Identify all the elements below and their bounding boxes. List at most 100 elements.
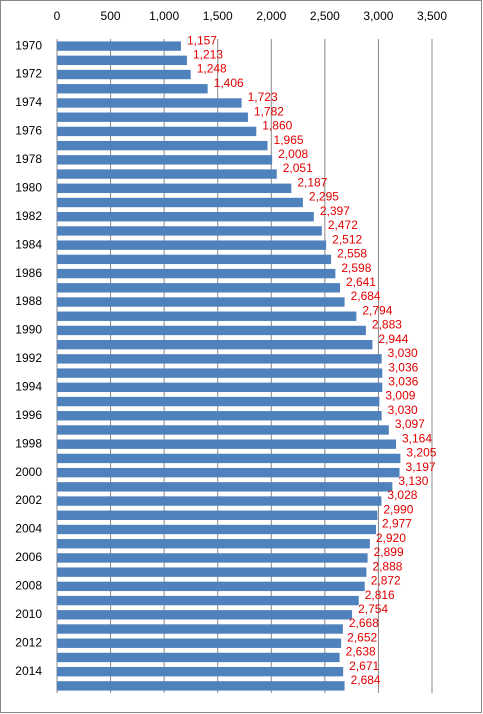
y-tick-label: 2010 <box>15 607 42 621</box>
bar <box>57 325 366 336</box>
bar <box>57 55 187 66</box>
bar <box>57 411 382 421</box>
bar <box>57 197 303 208</box>
value-label: 2,668 <box>349 616 379 630</box>
bar <box>57 652 340 663</box>
bar <box>57 496 382 506</box>
value-label: 2,794 <box>362 303 392 317</box>
value-label: 2,641 <box>346 275 376 289</box>
bar <box>57 354 382 364</box>
y-tick-label: 1994 <box>15 379 42 393</box>
bar <box>57 524 376 535</box>
y-tick-label: 1990 <box>15 323 42 337</box>
bar <box>57 567 367 577</box>
bar <box>57 666 344 677</box>
x-tick-label: 2,500 <box>310 9 340 23</box>
value-label: 2,754 <box>358 602 388 616</box>
value-label: 2,990 <box>383 502 413 516</box>
bar <box>57 155 273 165</box>
value-label: 1,157 <box>187 33 217 47</box>
y-tick-label: 1982 <box>15 209 42 223</box>
bar <box>57 368 383 378</box>
value-label: 3,030 <box>388 403 418 417</box>
bar <box>57 581 365 592</box>
bar <box>57 510 378 520</box>
value-label: 1,248 <box>197 62 227 76</box>
y-tick-label: 1984 <box>15 237 42 251</box>
value-label: 2,816 <box>365 588 395 602</box>
bar <box>57 339 373 350</box>
bar <box>57 624 343 634</box>
y-tick-label: 1978 <box>15 152 42 166</box>
y-tick-label: 1998 <box>15 436 42 450</box>
value-label: 3,130 <box>398 474 428 488</box>
value-label: 1,782 <box>254 104 284 118</box>
value-label: 3,030 <box>388 346 418 360</box>
value-label: 1,406 <box>214 76 244 90</box>
value-label: 2,684 <box>351 673 381 687</box>
y-tick-label: 2004 <box>15 522 42 536</box>
x-tick-label: 3,000 <box>363 9 393 23</box>
x-tick-label: 2,000 <box>256 9 286 23</box>
value-label: 2,888 <box>372 559 402 573</box>
value-label: 3,009 <box>385 389 415 403</box>
bar <box>57 297 345 307</box>
bar <box>57 84 208 94</box>
bar <box>57 382 383 393</box>
bar <box>57 254 332 265</box>
x-tick-label: 1,500 <box>203 9 233 23</box>
y-tick-label: 1992 <box>15 351 42 365</box>
y-tick-label: 1996 <box>15 408 42 422</box>
bar <box>57 610 353 620</box>
bar <box>57 425 389 435</box>
value-label: 2,872 <box>371 574 401 588</box>
value-label: 1,213 <box>193 47 223 61</box>
value-label: 2,008 <box>278 147 308 161</box>
value-label: 2,051 <box>283 161 313 175</box>
y-tick-label: 1980 <box>15 180 42 194</box>
value-label: 2,598 <box>341 261 371 275</box>
value-label: 2,671 <box>349 659 379 673</box>
x-tick-label: 500 <box>101 9 121 23</box>
value-label: 2,558 <box>337 247 367 261</box>
value-label: 2,397 <box>320 204 350 218</box>
bar <box>57 268 336 279</box>
y-tick-label: 2006 <box>15 550 42 564</box>
bar <box>57 283 340 293</box>
value-label: 1,965 <box>274 133 304 147</box>
bar <box>57 453 401 464</box>
value-label: 2,684 <box>351 289 381 303</box>
bar <box>57 681 345 691</box>
value-label: 3,164 <box>402 431 432 445</box>
y-tick-label: 1986 <box>15 266 42 280</box>
bar <box>57 69 191 80</box>
bar <box>57 240 327 250</box>
value-label: 2,512 <box>332 232 362 246</box>
y-tick-label: 1972 <box>15 67 42 81</box>
y-tick-label: 2000 <box>15 465 42 479</box>
value-label: 2,899 <box>374 545 404 559</box>
bar <box>57 539 370 549</box>
value-label: 3,097 <box>395 417 425 431</box>
value-label: 2,295 <box>309 190 339 204</box>
bar <box>57 396 380 407</box>
y-tick-label: 1976 <box>15 124 42 138</box>
bar <box>57 112 248 122</box>
bar <box>57 183 292 193</box>
y-tick-label: 1970 <box>15 38 42 52</box>
value-label: 1,860 <box>262 119 292 133</box>
value-label: 3,028 <box>387 488 417 502</box>
bar <box>57 41 181 51</box>
y-tick-label: 2002 <box>15 493 42 507</box>
y-tick-label: 2012 <box>15 635 42 649</box>
value-label: 2,883 <box>372 318 402 332</box>
value-label: 2,187 <box>297 175 327 189</box>
bar <box>57 126 257 137</box>
bar <box>57 595 359 606</box>
value-label: 1,723 <box>248 90 278 104</box>
y-tick-label: 2014 <box>15 664 42 678</box>
bar <box>57 638 342 648</box>
bar <box>57 467 400 478</box>
value-label: 2,920 <box>376 531 406 545</box>
